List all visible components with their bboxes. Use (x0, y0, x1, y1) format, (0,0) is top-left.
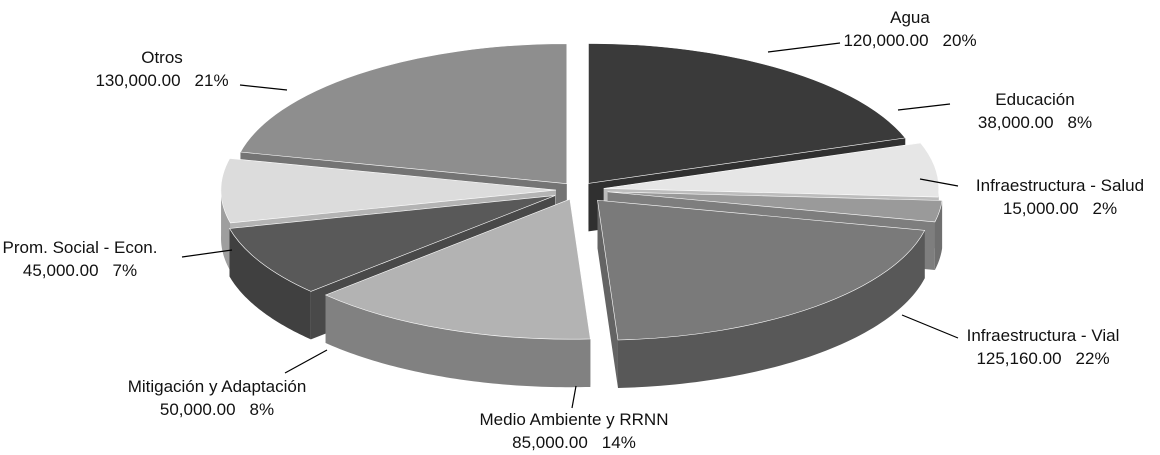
slice-value-text-7: 130,000.00 (95, 71, 180, 90)
pie-slice-wall-3-1 (597, 200, 618, 388)
slice-label-value-0: 120,000.00 20% (843, 31, 976, 50)
slice-label-value-1: 38,000.00 8% (978, 113, 1092, 132)
leader-line-4 (571, 385, 577, 409)
slice-label-name-0: Agua (890, 8, 930, 27)
pie-tops (220, 43, 943, 341)
slice-label-value-6: 45,000.00 7% (23, 261, 137, 280)
pie-slice-mitigaci-n-y-adaptaci-n (229, 195, 556, 292)
slice-label-value-5: 50,000.00 8% (160, 400, 274, 419)
slice-label-name-5: Mitigación y Adaptación (128, 377, 307, 396)
slice-label-name-7: Otros (141, 48, 183, 67)
slice-label-name-4: Medio Ambiente y RRNN (480, 410, 669, 429)
slice-label-value-4: 85,000.00 14% (512, 433, 636, 452)
leader-line-2 (919, 178, 959, 187)
slice-value-text-0: 120,000.00 (843, 31, 928, 50)
pie-slice-educaci-n (603, 142, 940, 198)
pie-slice-side-3-0 (617, 230, 925, 388)
slice-percent-text-4: 14% (602, 433, 636, 452)
pie-slice-side-2-0 (934, 200, 943, 270)
leader-line-3 (901, 314, 959, 339)
slice-percent-text-6: 7% (113, 261, 138, 280)
slice-value-text-6: 45,000.00 (23, 261, 99, 280)
slice-value-text-3: 125,160.00 (976, 349, 1061, 368)
pie-slice-medio-ambiente-y-rrnn (324, 198, 591, 340)
leader-line-6 (181, 249, 233, 258)
pie-labels: Agua 120,000.00 20% Educación 38,000.00 8% Inf… (3, 8, 1145, 452)
slice-label-name-3: Infraestructura - Vial (967, 326, 1120, 345)
leader-line-1 (897, 103, 951, 111)
pie-slice-side-5-0 (229, 228, 311, 340)
slice-percent-text-3: 22% (1076, 349, 1110, 368)
pie-slice-infraestructura-vial (597, 199, 926, 341)
pie-slice-prom-social-econ- (220, 158, 557, 224)
slice-percent-text-5: 8% (250, 400, 275, 419)
slice-percent-text-2: 2% (1093, 199, 1118, 218)
pie-slice-agua (588, 43, 906, 184)
slice-label-name-6: Prom. Social - Econ. (3, 238, 158, 257)
slice-value-text-4: 85,000.00 (512, 433, 588, 452)
pie-slice-otros (239, 43, 568, 184)
slice-label-name-1: Educación (995, 90, 1074, 109)
slice-value-text-2: 15,000.00 (1003, 199, 1079, 218)
slice-percent-text-7: 21% (195, 71, 229, 90)
slice-label-value-3: 125,160.00 22% (976, 349, 1109, 368)
slice-label-value-7: 130,000.00 21% (95, 71, 228, 90)
pie-slice-infraestructura-salud (607, 191, 943, 223)
leader-line-7 (239, 84, 288, 91)
leader-line-0 (767, 42, 841, 53)
leader-line-5 (284, 349, 328, 374)
slice-value-text-1: 38,000.00 (978, 113, 1054, 132)
slice-label-name-2: Infraestructura - Salud (976, 176, 1144, 195)
slice-label-value-2: 15,000.00 2% (1003, 199, 1117, 218)
slice-percent-text-0: 20% (943, 31, 977, 50)
slice-value-text-5: 50,000.00 (160, 400, 236, 419)
slice-percent-text-1: 8% (1068, 113, 1093, 132)
